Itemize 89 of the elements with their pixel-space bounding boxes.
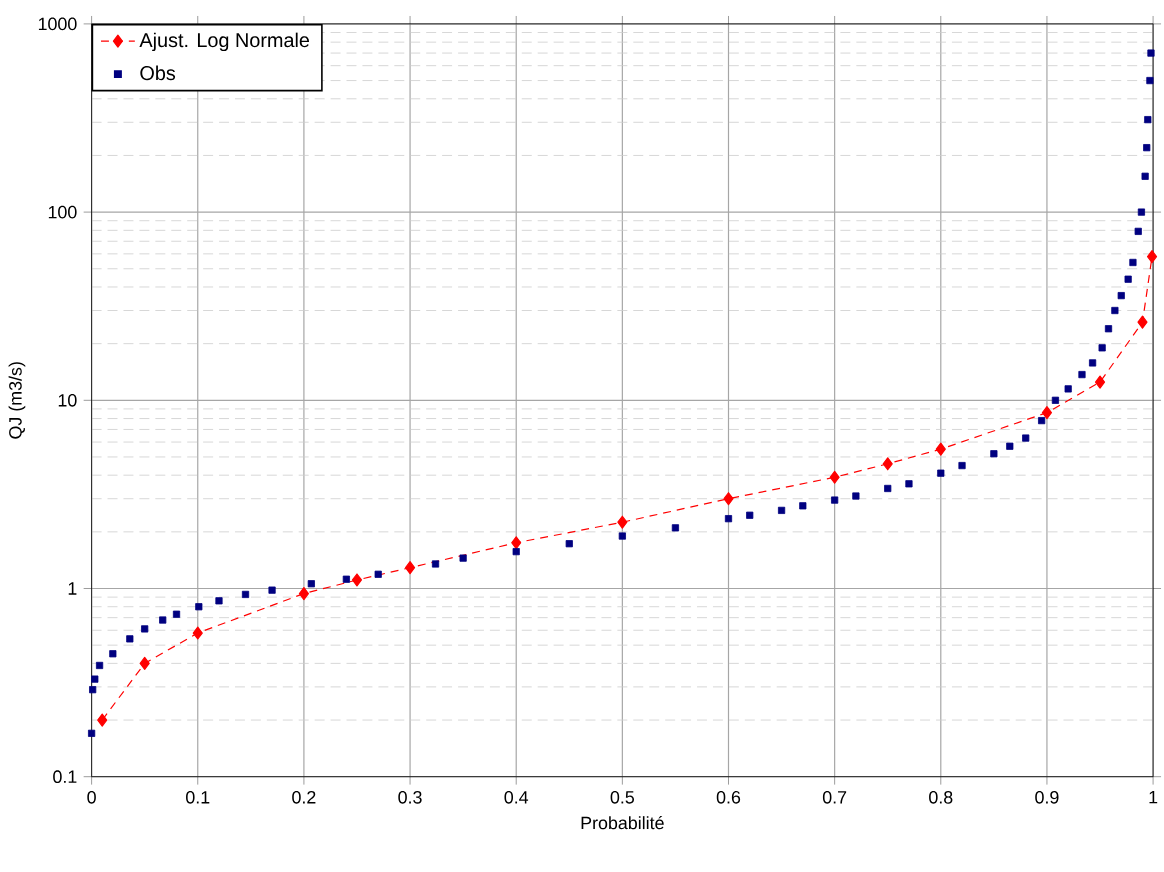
point [1089, 359, 1097, 367]
x-tick-label: 0 [87, 790, 96, 804]
point [268, 586, 276, 594]
point [512, 547, 520, 556]
point [1129, 258, 1137, 266]
point [1111, 306, 1119, 314]
point [459, 554, 467, 562]
point [91, 675, 99, 683]
point [88, 729, 96, 737]
point [1117, 291, 1125, 300]
point [1146, 76, 1154, 84]
point [1124, 275, 1132, 283]
point [1143, 143, 1151, 152]
point [192, 626, 203, 640]
x-tick-label: 0.6 [716, 790, 741, 804]
legend-label: Obs [140, 65, 176, 81]
point [109, 650, 117, 658]
point [1134, 227, 1142, 235]
x-tick-label: 0.4 [504, 790, 529, 804]
point [97, 713, 108, 727]
point [852, 492, 860, 500]
point [1078, 370, 1086, 379]
point [374, 570, 382, 578]
x-axis-title: Probabilité [581, 815, 664, 830]
legend-label: Ajust. Log Normale [139, 32, 310, 51]
point [1098, 344, 1106, 352]
y-tick-label: 1 [68, 582, 77, 595]
point [141, 625, 149, 633]
point [95, 661, 104, 669]
point [139, 656, 150, 670]
point [1038, 416, 1046, 425]
x-tick-label: 0.2 [292, 790, 316, 804]
point [829, 470, 840, 484]
point [1147, 49, 1155, 57]
point [307, 580, 315, 588]
point [958, 461, 966, 470]
y-axis-title: QJ (m3/s) [8, 362, 26, 439]
x-tick-label: 0.7 [822, 790, 847, 804]
point [1144, 115, 1152, 124]
point [746, 511, 754, 519]
point [1141, 172, 1149, 180]
point [831, 496, 839, 504]
x-tick-label: 0.9 [1035, 790, 1059, 804]
point [126, 635, 134, 643]
x-tick-label: 0.3 [398, 790, 422, 804]
point [723, 491, 734, 506]
point [1094, 375, 1106, 389]
y-tick-label: 100 [48, 205, 77, 219]
point [565, 539, 573, 548]
point [511, 536, 522, 550]
y-tick-label: 10 [58, 393, 77, 407]
y-tick-label: 0.1 [53, 770, 77, 783]
point [431, 560, 440, 568]
point [1022, 434, 1030, 442]
point [990, 450, 998, 458]
point [1146, 249, 1158, 264]
x-tick-label: 1 [1149, 790, 1158, 804]
point [882, 457, 893, 471]
x-tick-label: 0.5 [610, 790, 635, 804]
point [671, 524, 680, 532]
y-tick-label: 1000 [38, 17, 77, 31]
x-tick-label: 0.1 [186, 790, 210, 804]
point [1137, 315, 1148, 329]
point [884, 484, 892, 492]
point [617, 515, 628, 529]
x-tick-label: 0.8 [929, 790, 953, 804]
point [935, 442, 946, 456]
point [905, 480, 913, 488]
point [1064, 385, 1072, 393]
point [937, 469, 945, 477]
point [351, 573, 363, 587]
point [1137, 208, 1146, 216]
point [1051, 396, 1060, 404]
point [172, 610, 181, 618]
point [777, 506, 786, 514]
point [215, 597, 223, 605]
point [195, 603, 203, 611]
point [1041, 405, 1053, 420]
point [159, 616, 167, 624]
point [241, 590, 250, 598]
point [342, 575, 350, 583]
point [1006, 442, 1014, 450]
point [724, 514, 733, 523]
point [1104, 325, 1113, 333]
point [298, 586, 309, 600]
point [89, 685, 97, 694]
point [404, 560, 416, 575]
point [618, 532, 626, 540]
point [799, 502, 807, 510]
